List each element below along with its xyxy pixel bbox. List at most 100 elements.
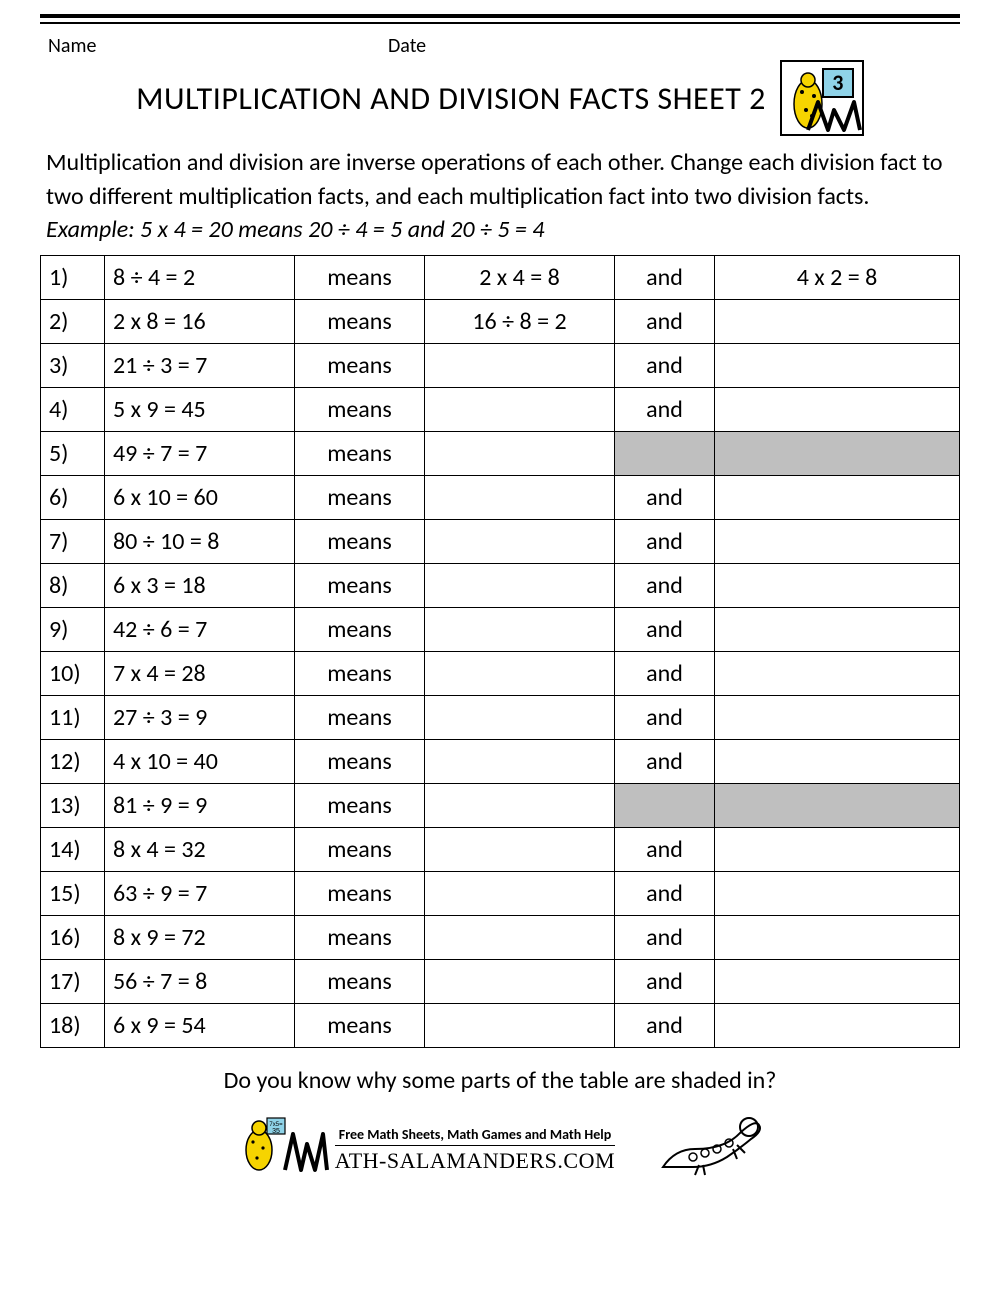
- brand-salamander-icon: 7x5= 35: [235, 1114, 287, 1174]
- answer2-cell: [715, 431, 960, 475]
- means-cell: means: [295, 871, 425, 915]
- means-cell: means: [295, 519, 425, 563]
- fact-cell: 6 x 9 = 54: [105, 1003, 295, 1047]
- row-number: 8): [41, 563, 105, 607]
- answer2-cell: [715, 519, 960, 563]
- and-cell: and: [615, 387, 715, 431]
- date-label: Date: [388, 34, 952, 58]
- page-title: MULTIPLICATION AND DIVISION FACTS SHEET …: [136, 79, 766, 118]
- fact-cell: 42 ÷ 6 = 7: [105, 607, 295, 651]
- answer1-cell: [425, 651, 615, 695]
- answer2-cell: [715, 827, 960, 871]
- and-cell: [615, 431, 715, 475]
- answer1-cell: [425, 387, 615, 431]
- means-cell: means: [295, 651, 425, 695]
- fact-cell: 8 x 9 = 72: [105, 915, 295, 959]
- table-row: 10)7 x 4 = 28meansand: [41, 651, 960, 695]
- answer1-cell: [425, 343, 615, 387]
- table-row: 15)63 ÷ 9 = 7meansand: [41, 871, 960, 915]
- answer1-cell: [425, 607, 615, 651]
- means-cell: means: [295, 255, 425, 299]
- answer1-cell: 16 ÷ 8 = 2: [425, 299, 615, 343]
- row-number: 1): [41, 255, 105, 299]
- answer2-cell: [715, 607, 960, 651]
- answer2-cell: [715, 915, 960, 959]
- row-number: 5): [41, 431, 105, 475]
- means-cell: means: [295, 1003, 425, 1047]
- table-row: 2)2 x 8 = 16means16 ÷ 8 = 2and: [41, 299, 960, 343]
- and-cell: and: [615, 519, 715, 563]
- instructions-example: Example: 5 x 4 = 20 means 20 ÷ 4 = 5 and…: [46, 215, 544, 244]
- facts-table: 1)8 ÷ 4 = 2means2 x 4 = 8and4 x 2 = 82)2…: [40, 255, 960, 1048]
- grade-number: 3: [822, 68, 854, 98]
- row-number: 7): [41, 519, 105, 563]
- means-cell: means: [295, 343, 425, 387]
- row-number: 11): [41, 695, 105, 739]
- table-row: 1)8 ÷ 4 = 2means2 x 4 = 8and4 x 2 = 8: [41, 255, 960, 299]
- logo-m-icon: [806, 98, 862, 132]
- answer2-cell: [715, 1003, 960, 1047]
- fact-cell: 80 ÷ 10 = 8: [105, 519, 295, 563]
- and-cell: and: [615, 607, 715, 651]
- answer2-cell: [715, 387, 960, 431]
- table-row: 3)21 ÷ 3 = 7meansand: [41, 343, 960, 387]
- and-cell: [615, 783, 715, 827]
- answer1-cell: [425, 1003, 615, 1047]
- brand-tagline: Free Math Sheets, Math Games and Math He…: [335, 1126, 615, 1146]
- answer2-cell: [715, 563, 960, 607]
- table-row: 5)49 ÷ 7 = 7means: [41, 431, 960, 475]
- answer1-cell: [425, 871, 615, 915]
- answer1-cell: [425, 475, 615, 519]
- answer2-cell: 4 x 2 = 8: [715, 255, 960, 299]
- fact-cell: 27 ÷ 3 = 9: [105, 695, 295, 739]
- and-cell: and: [615, 299, 715, 343]
- instructions: Multiplication and division are inverse …: [46, 146, 954, 247]
- fact-cell: 2 x 8 = 16: [105, 299, 295, 343]
- svg-text:35: 35: [272, 1128, 280, 1135]
- table-row: 6)6 x 10 = 60meansand: [41, 475, 960, 519]
- means-cell: means: [295, 959, 425, 1003]
- fact-cell: 6 x 10 = 60: [105, 475, 295, 519]
- row-number: 2): [41, 299, 105, 343]
- row-number: 14): [41, 827, 105, 871]
- row-number: 18): [41, 1003, 105, 1047]
- answer2-cell: [715, 299, 960, 343]
- answer2-cell: [715, 739, 960, 783]
- table-row: 17)56 ÷ 7 = 8meansand: [41, 959, 960, 1003]
- and-cell: and: [615, 651, 715, 695]
- means-cell: means: [295, 739, 425, 783]
- table-row: 4)5 x 9 = 45meansand: [41, 387, 960, 431]
- means-cell: means: [295, 695, 425, 739]
- means-cell: means: [295, 387, 425, 431]
- and-cell: and: [615, 255, 715, 299]
- answer1-cell: [425, 739, 615, 783]
- brand-name: ATH-SALAMANDERS.COM: [335, 1146, 615, 1174]
- fact-cell: 5 x 9 = 45: [105, 387, 295, 431]
- fact-cell: 8 x 4 = 32: [105, 827, 295, 871]
- means-cell: means: [295, 431, 425, 475]
- means-cell: means: [295, 563, 425, 607]
- means-cell: means: [295, 299, 425, 343]
- and-cell: and: [615, 343, 715, 387]
- fact-cell: 81 ÷ 9 = 9: [105, 783, 295, 827]
- fact-cell: 56 ÷ 7 = 8: [105, 959, 295, 1003]
- table-row: 13)81 ÷ 9 = 9means: [41, 783, 960, 827]
- fact-cell: 4 x 10 = 40: [105, 739, 295, 783]
- answer2-cell: [715, 475, 960, 519]
- fact-cell: 49 ÷ 7 = 7: [105, 431, 295, 475]
- answer1-cell: [425, 783, 615, 827]
- row-number: 17): [41, 959, 105, 1003]
- header-fields: Name Date: [40, 30, 960, 58]
- table-row: 14)8 x 4 = 32meansand: [41, 827, 960, 871]
- table-row: 7)80 ÷ 10 = 8means and: [41, 519, 960, 563]
- answer1-cell: [425, 959, 615, 1003]
- and-cell: and: [615, 695, 715, 739]
- and-cell: and: [615, 739, 715, 783]
- table-row: 12)4 x 10 = 40meansand: [41, 739, 960, 783]
- row-number: 16): [41, 915, 105, 959]
- row-number: 3): [41, 343, 105, 387]
- salamander-outline-icon: [655, 1109, 765, 1179]
- brand-row: 7x5= 35 Free Math Sheets, Math Games and…: [40, 1109, 960, 1179]
- answer2-cell: [715, 695, 960, 739]
- fact-cell: 6 x 3 = 18: [105, 563, 295, 607]
